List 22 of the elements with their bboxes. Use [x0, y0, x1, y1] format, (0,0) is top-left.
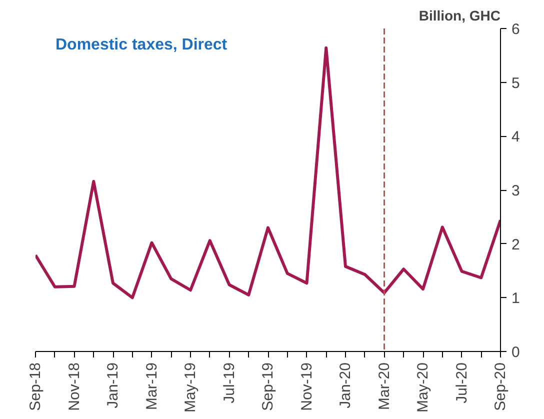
x-tick-label: Sep-19: [260, 362, 276, 411]
x-tick-label: Jan-19: [104, 362, 122, 408]
y-tick-label: 5: [512, 74, 520, 92]
x-tick-label: Jan-20: [337, 362, 354, 408]
y-tick-label: 4: [512, 128, 520, 146]
y-tick-label: 1: [512, 290, 520, 308]
y-tick-label: 6: [512, 21, 520, 38]
y-tick-label: 2: [512, 236, 520, 254]
x-tick-label: Nov-18: [66, 362, 83, 411]
x-tick-label: Mar-19: [143, 362, 160, 410]
x-tick-label: Jul-19: [220, 362, 238, 404]
x-tick-label: Jul-20: [453, 362, 470, 404]
x-tick-label: Sep-20: [492, 362, 509, 411]
text: Domestic taxes, Direct: [56, 36, 228, 54]
x-tick-label: May-19: [182, 362, 199, 413]
x-tick-label: Nov-19: [298, 362, 316, 411]
x-tick-label: May-20: [414, 362, 432, 413]
x-tick-label: Mar-20: [376, 362, 393, 410]
y-tick-label: 0: [512, 344, 520, 361]
y-axis-title: Billion, GHC: [418, 8, 501, 24]
x-tick-label: Sep-18: [27, 362, 44, 411]
y-tick-label: 3: [512, 182, 520, 200]
